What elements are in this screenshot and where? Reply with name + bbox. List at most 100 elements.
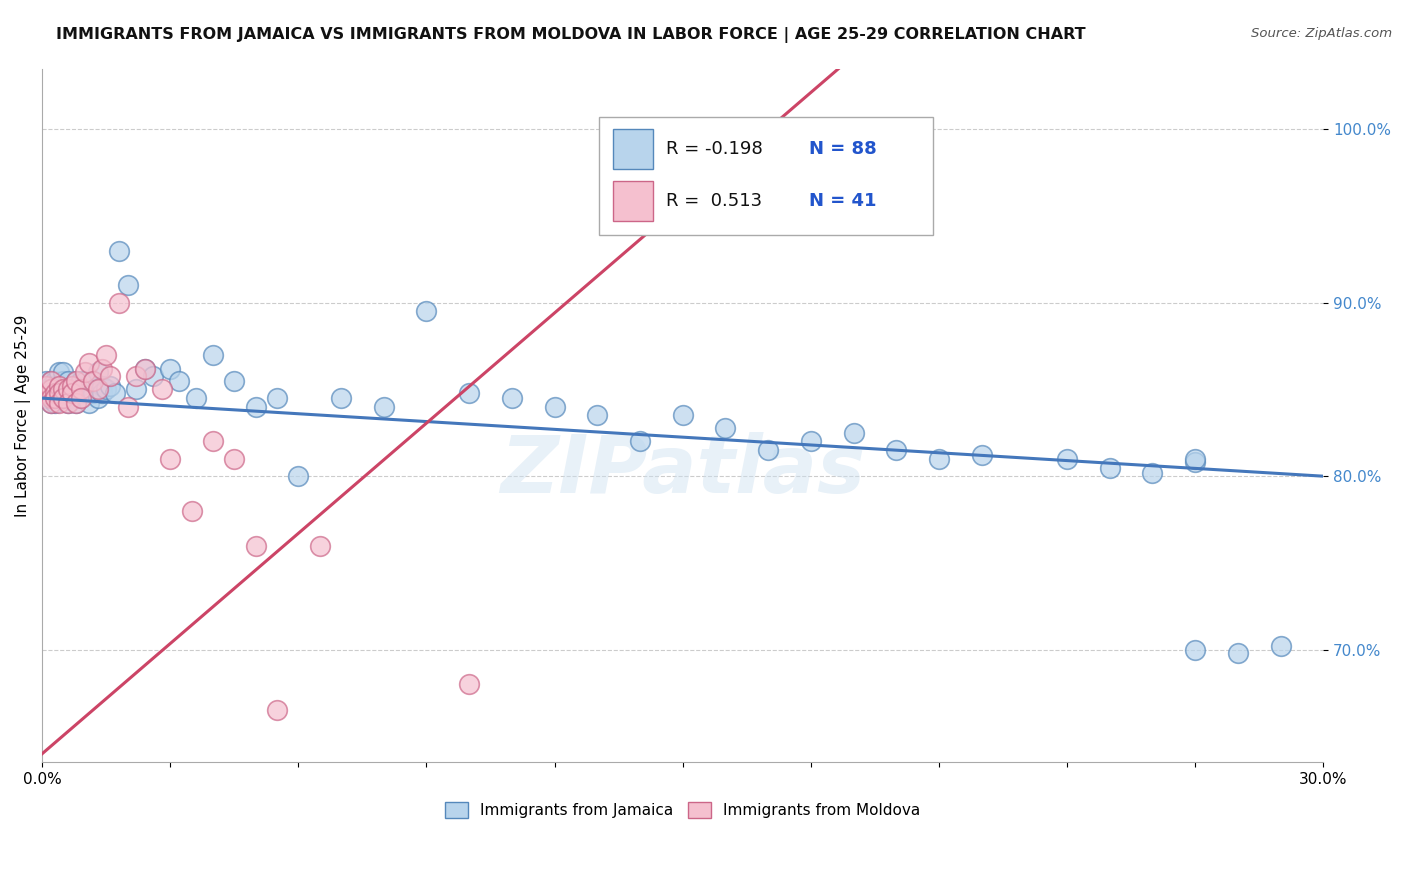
Point <box>134 361 156 376</box>
Point <box>52 391 75 405</box>
Point <box>77 383 100 397</box>
Point <box>35 379 58 393</box>
Point <box>86 391 108 405</box>
Point <box>180 504 202 518</box>
Point <box>52 365 75 379</box>
Point <box>86 365 108 379</box>
Point <box>108 295 131 310</box>
Point <box>48 379 70 393</box>
Point <box>52 383 75 397</box>
Point <box>39 383 62 397</box>
Point <box>90 385 112 400</box>
Point <box>224 374 246 388</box>
Point <box>56 383 79 397</box>
Point <box>48 396 70 410</box>
Point <box>69 374 91 388</box>
Point <box>159 451 181 466</box>
Point <box>266 703 288 717</box>
Point <box>44 379 66 393</box>
Point <box>96 348 118 362</box>
Point <box>69 391 91 405</box>
Point <box>60 385 83 400</box>
Point <box>150 383 173 397</box>
Point <box>714 420 737 434</box>
Point <box>56 396 79 410</box>
Point <box>35 385 58 400</box>
Point <box>48 385 70 400</box>
Point <box>44 391 66 405</box>
Point <box>69 391 91 405</box>
Point <box>104 385 127 400</box>
Point <box>39 396 62 410</box>
Point <box>56 383 79 397</box>
Text: ZIPatlas: ZIPatlas <box>501 432 865 510</box>
Point <box>501 391 523 405</box>
Point <box>44 383 66 397</box>
Point <box>44 385 66 400</box>
Point <box>125 368 148 383</box>
Point <box>48 391 70 405</box>
Point <box>167 374 190 388</box>
Point <box>90 379 112 393</box>
Point <box>586 409 609 423</box>
Point <box>48 385 70 400</box>
Point <box>1184 455 1206 469</box>
Point <box>44 385 66 400</box>
Point <box>56 374 79 388</box>
Point <box>39 374 62 388</box>
Point <box>60 379 83 393</box>
Point <box>287 469 309 483</box>
Point <box>90 361 112 376</box>
Point <box>245 400 267 414</box>
Point <box>60 379 83 393</box>
Point <box>69 383 91 397</box>
Point <box>672 409 695 423</box>
Point <box>39 391 62 405</box>
Point <box>1056 451 1078 466</box>
Point <box>52 391 75 405</box>
Point <box>65 396 87 410</box>
Point <box>1184 451 1206 466</box>
Point <box>73 379 96 393</box>
Point <box>117 400 139 414</box>
Point <box>52 383 75 397</box>
Point <box>756 443 779 458</box>
Point <box>245 539 267 553</box>
Point <box>1226 646 1249 660</box>
Point <box>39 385 62 400</box>
Point <box>842 425 865 440</box>
Point <box>65 396 87 410</box>
Point <box>69 383 91 397</box>
Text: Source: ZipAtlas.com: Source: ZipAtlas.com <box>1251 27 1392 40</box>
Point <box>100 379 122 393</box>
Point <box>65 374 87 388</box>
Point <box>458 385 481 400</box>
Point <box>1142 466 1164 480</box>
Point <box>184 391 207 405</box>
Point <box>117 278 139 293</box>
Y-axis label: In Labor Force | Age 25-29: In Labor Force | Age 25-29 <box>15 314 31 516</box>
Point <box>373 400 395 414</box>
Point <box>543 400 565 414</box>
Point <box>39 379 62 393</box>
Point <box>56 385 79 400</box>
Point <box>82 374 104 388</box>
Point <box>82 374 104 388</box>
Point <box>73 365 96 379</box>
Point <box>108 244 131 258</box>
Point <box>928 451 950 466</box>
Point <box>39 391 62 405</box>
Point <box>35 391 58 405</box>
Point <box>100 368 122 383</box>
Point <box>35 383 58 397</box>
Point <box>308 539 330 553</box>
Point <box>77 396 100 410</box>
Point <box>96 383 118 397</box>
Point <box>77 356 100 370</box>
Point <box>44 391 66 405</box>
Point <box>884 443 907 458</box>
Point <box>44 396 66 410</box>
Point <box>159 361 181 376</box>
Point <box>1270 639 1292 653</box>
Point <box>73 374 96 388</box>
